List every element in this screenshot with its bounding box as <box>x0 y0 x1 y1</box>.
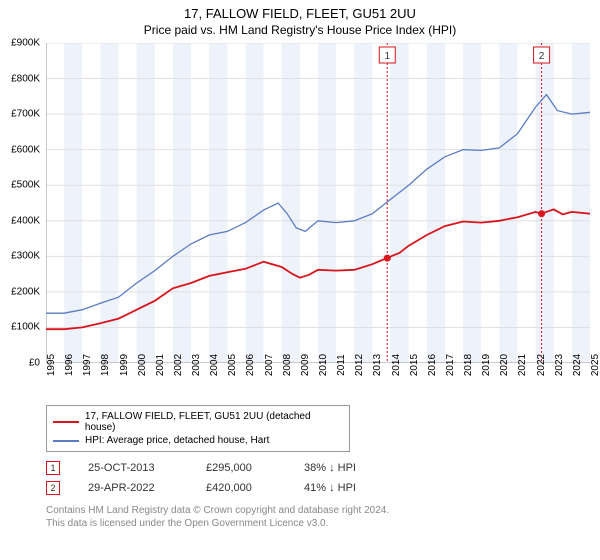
x-tick-label: 2019 <box>481 354 492 376</box>
sale-marker: 2 <box>46 481 60 495</box>
x-axis-labels: 1995199619971998199920002001200220032004… <box>46 363 590 399</box>
legend-label: 17, FALLOW FIELD, FLEET, GU51 2UU (detac… <box>85 411 343 433</box>
y-tick-label: £0 <box>29 358 40 369</box>
sale-date: 29-APR-2022 <box>88 482 178 494</box>
legend-item: 17, FALLOW FIELD, FLEET, GU51 2UU (detac… <box>53 410 343 434</box>
legend-item: HPI: Average price, detached house, Hart <box>53 434 343 447</box>
sale-price: £420,000 <box>206 482 276 494</box>
x-tick-label: 1995 <box>46 354 57 376</box>
svg-text:1: 1 <box>384 51 390 62</box>
x-tick-label: 1996 <box>64 354 75 376</box>
x-tick-label: 1997 <box>82 354 93 376</box>
x-tick-label: 2006 <box>245 354 256 376</box>
y-tick-label: £900K <box>11 38 40 49</box>
x-tick-label: 2009 <box>300 354 311 376</box>
sale-row: 1 25-OCT-2013 £295,000 38% ↓ HPI <box>46 458 590 478</box>
x-tick-label: 2000 <box>137 354 148 376</box>
y-tick-label: £800K <box>11 73 40 84</box>
sale-row: 2 29-APR-2022 £420,000 41% ↓ HPI <box>46 478 590 498</box>
x-tick-label: 2002 <box>173 354 184 376</box>
plot-area: £0£100K£200K£300K£400K£500K£600K£700K£80… <box>46 43 590 363</box>
x-tick-label: 2010 <box>318 354 329 376</box>
sale-diff: 41% ↓ HPI <box>304 482 356 494</box>
x-tick-label: 1998 <box>100 354 111 376</box>
sale-marker: 1 <box>46 461 60 475</box>
sale-diff: 38% ↓ HPI <box>304 462 356 474</box>
x-tick-label: 2020 <box>499 354 510 376</box>
x-tick-label: 2025 <box>590 354 600 376</box>
y-tick-label: £500K <box>11 180 40 191</box>
legend-swatch <box>53 440 79 442</box>
x-tick-label: 2005 <box>227 354 238 376</box>
y-tick-label: £100K <box>11 322 40 333</box>
legend-label: HPI: Average price, detached house, Hart <box>85 435 269 446</box>
sales-table: 1 25-OCT-2013 £295,000 38% ↓ HPI 2 29-APR-202… <box>46 458 590 498</box>
x-tick-label: 2011 <box>336 354 347 376</box>
x-tick-label: 2008 <box>282 354 293 376</box>
x-tick-label: 2013 <box>372 354 383 376</box>
x-tick-label: 2004 <box>209 354 220 376</box>
y-tick-label: £600K <box>11 144 40 155</box>
x-tick-label: 2014 <box>391 354 402 376</box>
plot-svg: 12 <box>46 43 590 363</box>
x-tick-label: 2016 <box>427 354 438 376</box>
footer-line1: Contains HM Land Registry data © Crown c… <box>46 504 590 517</box>
x-tick-label: 2023 <box>554 354 565 376</box>
x-tick-label: 2018 <box>463 354 474 376</box>
y-tick-label: £400K <box>11 215 40 226</box>
x-tick-label: 2001 <box>155 354 166 376</box>
x-tick-label: 2003 <box>191 354 202 376</box>
chart-title: 17, FALLOW FIELD, FLEET, GU51 2UU <box>0 6 600 21</box>
y-tick-label: £200K <box>11 286 40 297</box>
chart-subtitle: Price paid vs. HM Land Registry's House … <box>0 23 600 37</box>
x-tick-label: 1999 <box>119 354 130 376</box>
x-tick-label: 2012 <box>354 354 365 376</box>
y-tick-label: £700K <box>11 109 40 120</box>
x-tick-label: 2022 <box>536 354 547 376</box>
x-tick-label: 2021 <box>517 354 528 376</box>
sale-price: £295,000 <box>206 462 276 474</box>
y-tick-label: £300K <box>11 251 40 262</box>
legend-swatch <box>53 421 79 423</box>
x-tick-label: 2024 <box>572 354 583 376</box>
y-axis-labels: £0£100K£200K£300K£400K£500K£600K£700K£80… <box>0 43 42 363</box>
svg-text:2: 2 <box>539 51 545 62</box>
legend: 17, FALLOW FIELD, FLEET, GU51 2UU (detac… <box>46 405 350 452</box>
x-tick-label: 2015 <box>409 354 420 376</box>
footer: Contains HM Land Registry data © Crown c… <box>46 504 590 530</box>
sale-date: 25-OCT-2013 <box>88 462 178 474</box>
chart-container: 17, FALLOW FIELD, FLEET, GU51 2UU Price … <box>0 6 600 530</box>
x-tick-label: 2017 <box>445 354 456 376</box>
footer-line2: This data is licensed under the Open Gov… <box>46 517 590 530</box>
x-tick-label: 2007 <box>264 354 275 376</box>
